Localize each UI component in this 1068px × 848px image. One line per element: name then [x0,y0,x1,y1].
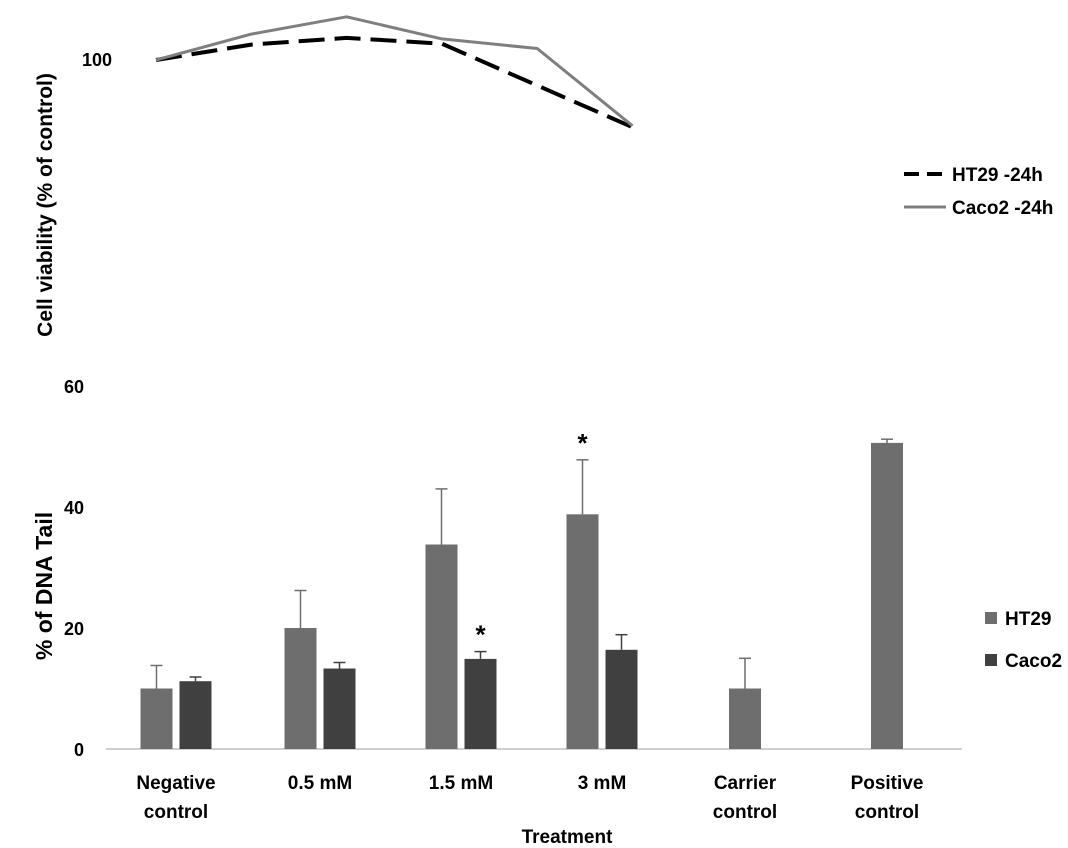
legend-label-ht29: HT29 [1005,609,1051,630]
bar-caco2 [179,681,212,749]
bottom-y-tick-label: 40 [64,498,84,518]
x-category-label: control [144,802,208,823]
x-category-label: Positive [851,773,924,794]
bar-caco2 [323,668,356,749]
bottom-y-tick-label: 60 [64,377,84,397]
x-category-label: 3 mM [578,773,627,794]
x-category-label: control [855,802,919,823]
top-legend: HT29 -24h Caco2 -24h [904,165,1053,219]
legend-label-caco2-24h: Caco2 -24h [952,198,1053,219]
x-category-label: 1.5 mM [429,773,493,794]
bottom-x-axis-title: Treatment [522,827,613,848]
legend-label-caco2: Caco2 [1005,651,1062,672]
viability-line-chart: Cell viability (% of control) 100 HT29 -… [34,15,1053,337]
significance-marker: * [475,620,486,650]
x-category-label: 0.5 mM [288,773,352,794]
bar-caco2 [464,658,497,749]
top-y-tick-label: 100 [82,50,112,70]
x-category-label: Negative [136,773,215,794]
bar-ht29 [140,688,173,749]
line-series-ht29-24h [155,35,634,130]
bottom-legend: HT29 Caco2 [985,609,1062,672]
bottom-y-tick-label: 20 [64,619,84,639]
legend-label-ht29-24h: HT29 -24h [952,165,1043,186]
bar-ht29 [284,628,317,749]
bar-caco2 [605,649,638,749]
bar-ht29 [729,688,761,749]
significance-marker: * [577,428,588,458]
dna-tail-bar-chart: % of DNA Tail 0 20 40 60 * * Negative control… [31,377,1062,848]
legend-swatch-caco2 [985,654,997,666]
bar-ht29 [566,514,599,749]
bar-ht29 [871,442,903,749]
x-category-label: Carrier [714,773,777,794]
line-series-caco2-24h [155,15,634,127]
bar-ht29 [425,544,458,749]
top-y-axis-title: Cell viability (% of control) [34,73,57,337]
x-category-label: control [713,802,777,823]
legend-swatch-ht29 [985,612,997,624]
bottom-y-tick-label: 0 [74,740,84,760]
bottom-y-axis-title: % of DNA Tail [31,512,57,660]
